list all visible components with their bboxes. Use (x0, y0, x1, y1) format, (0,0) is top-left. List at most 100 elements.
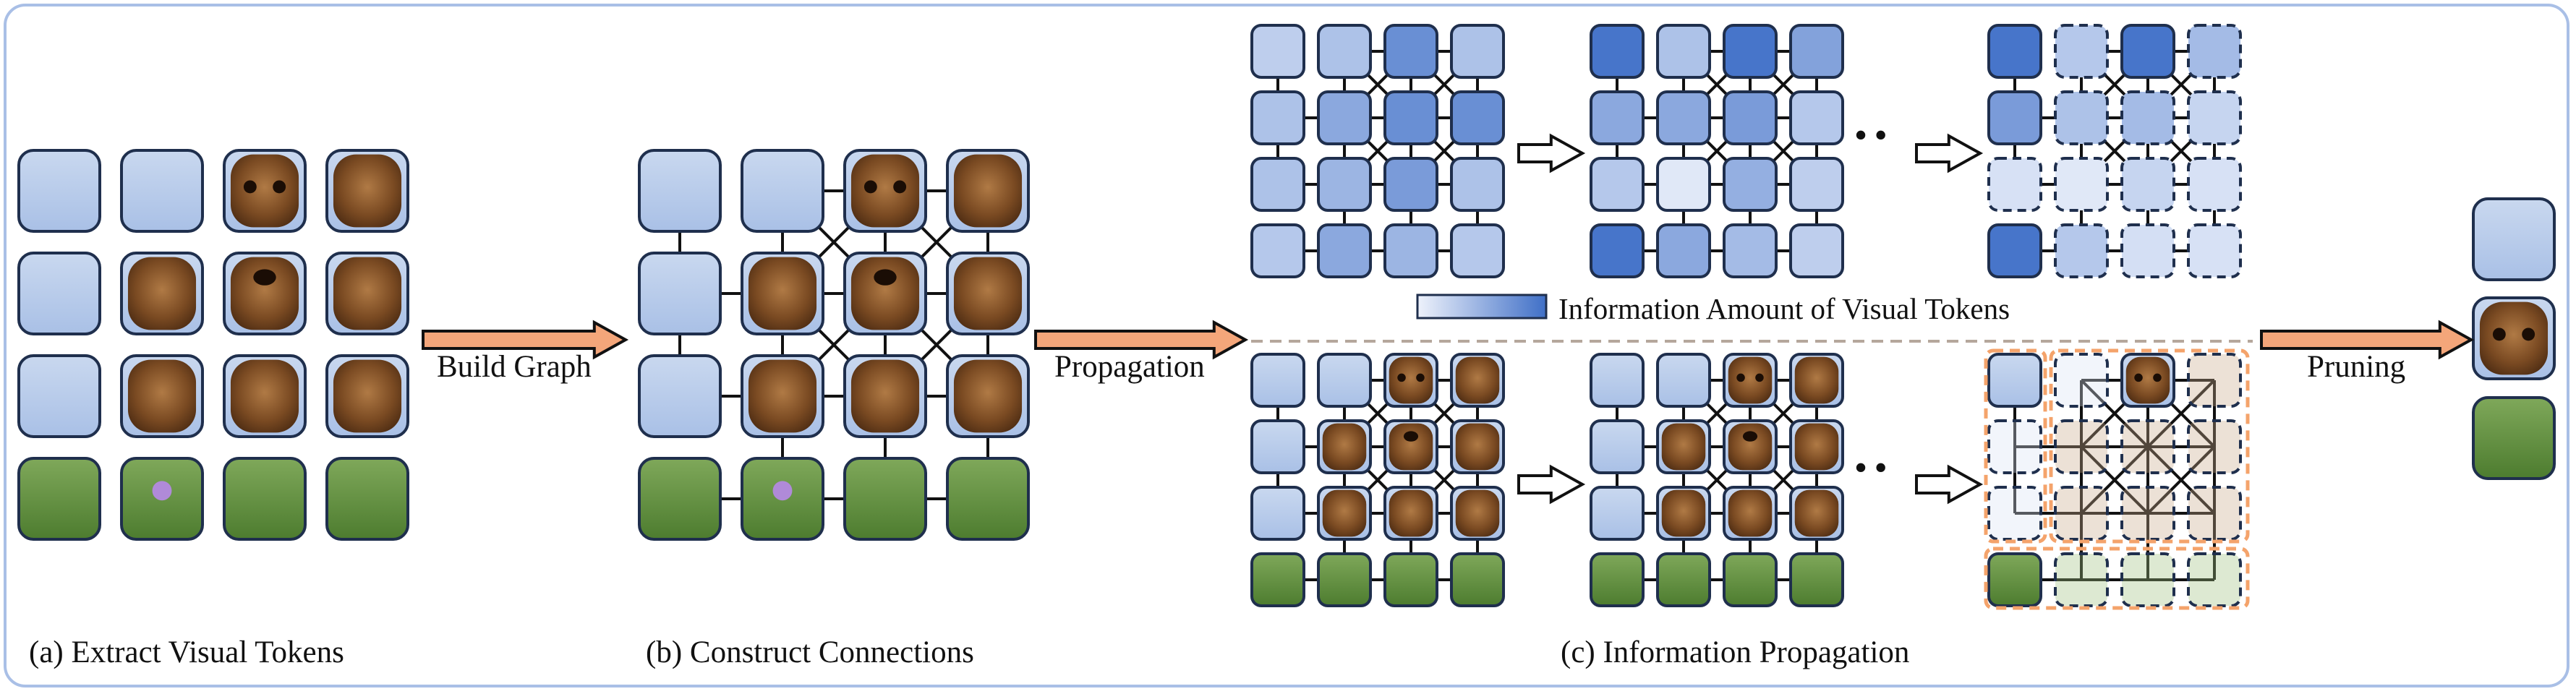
grid-b-token-1-2-fur (850, 257, 920, 330)
grid-c-bottom-1-token-0-2-border (1383, 353, 1438, 408)
arrow-propagation (1034, 320, 1249, 360)
grid-c-top-3-token-2-2 (2120, 157, 2175, 212)
grid-c-top-1-token-2-1 (1317, 157, 1372, 212)
grid-c-bottom-1-token-2-3-fur (1455, 489, 1500, 537)
final-token-dog-eye-left (2492, 327, 2506, 341)
grid-a-token-2-3-fur (333, 359, 402, 433)
grid-a-token-2-2-border (223, 354, 307, 438)
grid-c-bottom-3-token-0-1 (2054, 353, 2109, 408)
grid-b-token-0-0 (638, 149, 722, 233)
grid-a-token-1-2-border (223, 252, 307, 335)
grid-c-top-2-token-3-2 (1723, 223, 1778, 278)
grid-a-token-0-2-eye-left (243, 180, 257, 194)
grid-b-token-0-3-border (946, 149, 1030, 233)
grid-a-token-2-1-border (120, 354, 204, 438)
grid-c-top-1-token-3-3 (1450, 223, 1505, 278)
grid-b-token-2-1-fur (748, 359, 817, 433)
grid-c-bottom-1-token-3-0 (1250, 552, 1305, 607)
grid-c-top-2-token-2-3 (1789, 157, 1844, 212)
caption-construct: (b) Construct Connections (646, 635, 974, 669)
grid-c-bottom-3-token-1-1 (2054, 419, 2109, 474)
grid-c-bottom-2-token-0-1 (1656, 353, 1711, 408)
final-token-dog (2473, 298, 2554, 379)
grid-a-token-2-2-fur (230, 359, 299, 433)
grid-c-bottom-1-token-2-3 (1451, 487, 1504, 539)
grid-c-top-3-token-0-2 (2120, 24, 2175, 79)
grid-c-bottom-2-token-0-0 (1590, 353, 1645, 408)
grid-c-top-3-token-3-1 (2054, 223, 2109, 278)
caption-extract: (a) Extract Visual Tokens (29, 635, 344, 669)
grid-a-token-1-2-fur (230, 257, 299, 330)
grid-b-token-3-0 (638, 457, 722, 541)
grid-c-bottom-3-diag-b-3 (2146, 445, 2216, 515)
grid-c-bottom-3-token-0-2-border (2120, 353, 2175, 408)
grid-c-bottom-3-diag-b-1 (2146, 379, 2216, 448)
grid-c-bottom-2-token-1-2-nose (1742, 431, 1758, 442)
grid-c-top-3-token-1-3 (2187, 90, 2242, 145)
grid-a-token-1-3 (327, 253, 408, 334)
grid-c-bottom-2-token-1-1-fur (1661, 423, 1706, 471)
grid-c-top-1-token-0-3 (1450, 24, 1505, 79)
grid-c-bottom-1-token-0-3 (1451, 354, 1504, 406)
grid-c-top-1-token-0-1 (1317, 24, 1372, 79)
grid-b-token-2-3-fur (953, 359, 1023, 433)
grid-a-token-1-3-border (325, 252, 409, 335)
grid-c-bottom-2-token-1-2-fur (1728, 423, 1773, 471)
grid-c-bottom-2-token-0-2-eye-left (1736, 373, 1745, 382)
grid-c-bottom-2-token-0-2-border (1723, 353, 1778, 408)
arrow-top-stage-2 (1915, 133, 1984, 174)
grid-b-token-1-3-border (946, 252, 1030, 335)
grid-c-top-3-token-3-3 (2187, 223, 2242, 278)
pruned-group-center (2049, 348, 2250, 544)
grid-c-top-1-token-1-2 (1383, 90, 1438, 145)
grid-c-bottom-1-token-1-1-border (1317, 419, 1372, 474)
grid-a-token-1-2 (224, 253, 305, 334)
grid-c-top-1-token-2-3 (1450, 157, 1505, 212)
grid-c-bottom-2-token-0-2-fur (1728, 356, 1773, 404)
grid-c-bottom-1-token-0-2-eye-right (1416, 373, 1425, 382)
grid-c-top-2-token-3-0 (1590, 223, 1645, 278)
grid-c-bottom-2-token-2-1 (1658, 487, 1710, 539)
build-graph-label: Build Graph (437, 350, 592, 384)
grid-b-token-1-2-border (843, 252, 927, 335)
final-token-grass (2472, 396, 2556, 480)
grid-c-top-2-token-2-2 (1723, 157, 1778, 212)
grid-c-bottom-2-token-2-3 (1791, 487, 1843, 539)
grid-a-token-3-1-flower (152, 481, 172, 501)
grid-c-top-3-token-0-0 (1987, 24, 2042, 79)
grid-c-top-2-token-3-3 (1789, 223, 1844, 278)
grid-c-top-2-token-1-1 (1656, 90, 1711, 145)
grid-c-top-3-token-3-2 (2120, 223, 2175, 278)
grid-c-bottom-2-token-2-3-border (1789, 486, 1844, 541)
propagation-label: Propagation (1054, 350, 1205, 384)
grid-a-token-0-3 (327, 150, 408, 231)
grid-c-top-1-token-1-0 (1250, 90, 1305, 145)
grid-c-bottom-2-token-3-2 (1723, 552, 1778, 607)
grid-c-top-1-token-3-1 (1317, 223, 1372, 278)
grid-c-bottom-3-token-2-1 (2054, 486, 2109, 541)
grid-c-top-2-token-0-3 (1789, 24, 1844, 79)
grid-c-bottom-1-token-2-2-border (1383, 486, 1438, 541)
grid-b-token-0-2-eye-right (893, 180, 907, 194)
final-token-sky (2472, 197, 2556, 281)
grid-a-token-3-2 (223, 457, 307, 541)
grid-b-token-2-2-fur (850, 359, 920, 433)
grid-c-bottom-2-token-1-3-fur (1794, 423, 1839, 471)
grid-c-bottom-3-token-0-2 (2122, 354, 2174, 406)
grid-b-token-0-2-fur (850, 154, 920, 228)
grid-c-bottom-3-token-1-0 (1987, 419, 2042, 474)
grid-a-token-1-3-fur (333, 257, 402, 330)
grid-c-bottom-2-token-1-3-border (1789, 419, 1844, 474)
grid-c-bottom-1-token-2-3-border (1450, 486, 1505, 541)
final-token-dog-fur (2479, 301, 2549, 375)
grid-c-bottom-1-token-3-2 (1383, 552, 1438, 607)
grid-c-top-2-token-2-1 (1656, 157, 1711, 212)
grid-a-token-0-0 (17, 149, 101, 233)
grid-c-top-2-token-1-3 (1789, 90, 1844, 145)
grid-a-token-0-3-fur (333, 154, 402, 228)
final-token-dog-eye-right (2522, 327, 2536, 341)
grid-c-bottom-2-token-3-1 (1656, 552, 1711, 607)
grid-a-token-1-1 (121, 253, 202, 334)
grid-a-token-2-1-fur (127, 359, 197, 433)
grid-c-bottom-2-token-2-3-fur (1794, 489, 1839, 537)
